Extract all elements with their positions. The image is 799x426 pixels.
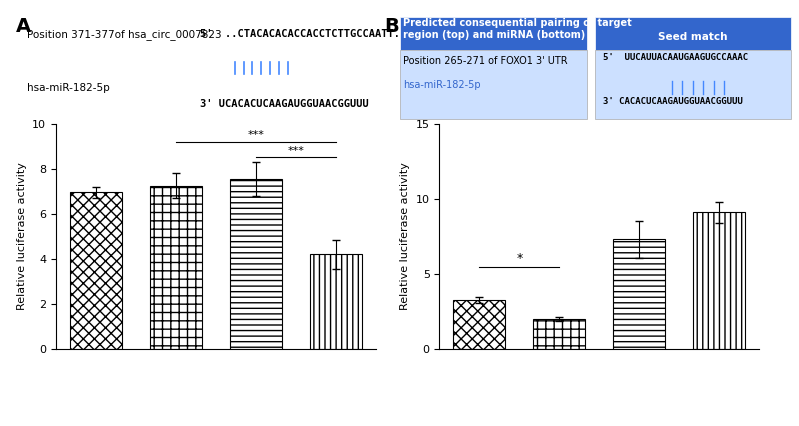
Bar	[614, 239, 666, 349]
Text: B: B	[384, 17, 399, 36]
Text: ***: ***	[287, 146, 304, 156]
Text: hsa-miR-182-5p: hsa-miR-182-5p	[403, 81, 481, 90]
Text: A: A	[16, 17, 31, 36]
Bar	[310, 254, 361, 349]
Bar	[534, 319, 585, 349]
Text: Seed match: Seed match	[658, 32, 728, 42]
Text: Position 265-271 of FOXO1 3' UTR: Position 265-271 of FOXO1 3' UTR	[403, 56, 568, 66]
Text: hsa-miR-182-5p: hsa-miR-182-5p	[27, 83, 109, 93]
FancyBboxPatch shape	[400, 17, 587, 50]
Text: Predicted consequential pairing of target
region (top) and miRNA (bottom): Predicted consequential pairing of targe…	[403, 18, 632, 40]
Y-axis label: Relative luciferase activity: Relative luciferase activity	[400, 162, 410, 311]
Text: 3' UCACACUCAAGAUGGUAACGGUUU: 3' UCACACUCAAGAUGGUAACGGUUU	[200, 99, 368, 109]
Text: 5'  ..CTACACACACCACCTCTTGCCAATT..3': 5' ..CTACACACACCACCTCTTGCCAATT..3'	[200, 29, 419, 39]
FancyBboxPatch shape	[400, 50, 587, 119]
Bar	[150, 186, 201, 349]
Bar	[70, 193, 122, 349]
Text: 3' CACACUCAAGAUGGUAACGGUUU: 3' CACACUCAAGAUGGUAACGGUUU	[603, 97, 743, 106]
Text: *: *	[516, 252, 523, 265]
Bar	[454, 299, 506, 349]
Text: 5'  UUCAUUACAAUGAAGUGCCAAAC: 5' UUCAUUACAAUGAAGUGCCAAAC	[603, 53, 748, 62]
Text: ***: ***	[247, 130, 264, 141]
FancyBboxPatch shape	[595, 50, 791, 119]
Text: Position 371-377of hsa_circ_0007823: Position 371-377of hsa_circ_0007823	[27, 29, 221, 40]
FancyBboxPatch shape	[595, 17, 791, 50]
Y-axis label: Relative luciferase activity: Relative luciferase activity	[17, 162, 26, 311]
Bar	[230, 179, 282, 349]
Bar	[694, 212, 745, 349]
